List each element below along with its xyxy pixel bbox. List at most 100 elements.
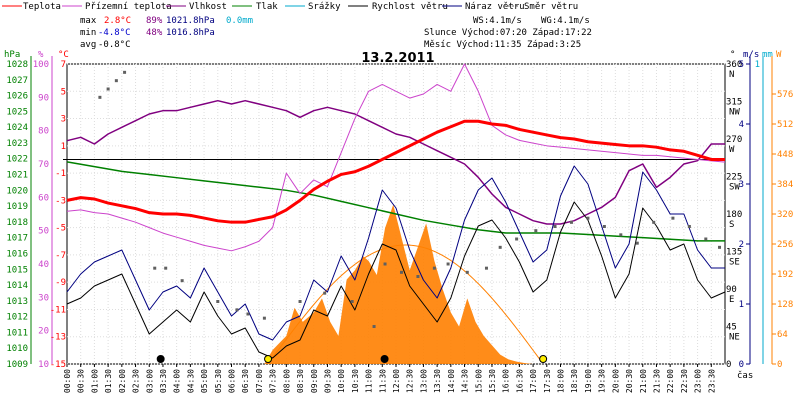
solar-tick-label: 0 (777, 360, 782, 370)
stats-block: max 2.8°C 89% 1021.8hPa 0.0mm min -4.8°C… (80, 16, 253, 50)
wind-dir-tick-label: 90 (726, 285, 737, 295)
stat-max-temp: 2.8°C (104, 16, 131, 26)
solar-tick-label: 320 (777, 210, 793, 220)
pressure-tick-label: 1014 (6, 281, 28, 291)
wind-direction-point (164, 266, 168, 270)
legend-label-tlak: Tlak (256, 2, 278, 12)
wind-dir-compass-label: N (729, 70, 734, 80)
wind-direction-point (635, 241, 639, 245)
x-tick-label: 12:30 (406, 369, 415, 393)
x-tick-label: 17:00 (529, 369, 538, 393)
humidity-tick-label: 70 (38, 160, 49, 170)
solar-tick-label: 192 (777, 270, 793, 280)
wind-direction-point (619, 233, 623, 237)
x-tick-label: 16:30 (515, 369, 524, 393)
stat-max-rain: 0.0mm (226, 16, 253, 26)
pressure-tick-label: 1009 (6, 360, 28, 370)
x-tick-label: 23:30 (707, 369, 716, 393)
temperature-tick-label: -15 (50, 360, 66, 370)
temperature-tick-label: -9 (55, 278, 66, 288)
x-tick-label: 21:30 (652, 369, 661, 393)
wind-direction-point (106, 87, 110, 91)
temperature-tick-label: -1 (55, 169, 66, 179)
x-tick-label: 03:00 (145, 369, 154, 393)
wind-direction-point (553, 225, 557, 228)
pressure-tick-label: 1025 (6, 107, 28, 117)
solar-tick-label: 512 (777, 120, 793, 130)
wind-dir-tick-label: 315 (726, 98, 742, 108)
x-tick-label: 15:00 (474, 369, 483, 393)
pressure-tick-label: 1011 (6, 328, 28, 338)
rain-tick-label: 1 (755, 60, 760, 70)
markers (156, 355, 548, 363)
sunset-marker (539, 355, 548, 363)
wind-dir-tick-label: 135 (726, 248, 742, 258)
pressure-tick-label: 1018 (6, 218, 28, 228)
wind-direction-point (153, 266, 157, 270)
x-tick-label: 07:30 (269, 369, 278, 393)
x-tick-label: 10:30 (351, 369, 360, 393)
stat-min-press: 1016.8hPa (166, 28, 215, 38)
legend-label-vlhkost: Vlhkost (189, 2, 227, 12)
wind-direction-point (383, 262, 387, 266)
x-tick-label: 07:00 (255, 369, 264, 393)
wind-direction-point (515, 237, 519, 241)
wind-direction-point (498, 245, 502, 249)
sun-elevation-curve (267, 244, 543, 365)
humidity-tick-label: 10 (38, 360, 49, 370)
x-tick-label: 20:00 (611, 369, 620, 393)
x-tick-label: 04:00 (173, 369, 182, 393)
temperature-tick-label: 7 (61, 60, 66, 70)
stat-avg-temp: -0.8°C (98, 40, 131, 50)
x-tick-label: 05:00 (200, 369, 209, 393)
x-tick-label: 02:30 (132, 369, 141, 393)
wind-direction-point (586, 216, 590, 220)
legend-label-srazky: Srážky (308, 2, 341, 12)
wind-dir-tick-label: 225 (726, 173, 742, 183)
wind-direction-point (262, 316, 266, 320)
humidity-axis-unit: % (38, 50, 44, 60)
x-tick-label: 23:00 (694, 369, 703, 393)
solar-tick-label: 64 (777, 330, 788, 340)
temperature-tick-label: 1 (61, 142, 66, 152)
wind-direction-point (98, 95, 102, 99)
x-tick-label: 10:00 (337, 369, 346, 393)
stat-min-hum: 48% (146, 28, 163, 38)
pressure-tick-label: 1024 (6, 123, 28, 133)
wind-direction-point (180, 279, 184, 283)
series-naraz-vetru (66, 165, 725, 341)
x-tick-label: 11:00 (365, 369, 374, 393)
series-layer (66, 63, 726, 365)
info-ws: WS:4.1m/s (473, 16, 522, 26)
x-tick-label: 12:00 (392, 369, 401, 393)
moonset-marker (156, 355, 165, 363)
wind-direction-point (323, 291, 327, 295)
wind-direction-point (484, 266, 488, 270)
x-tick-label: 19:00 (584, 369, 593, 393)
x-tick-label: 13:00 (419, 369, 428, 393)
series-prizemni-teplota (66, 63, 726, 252)
stat-max-press: 1021.8hPa (166, 16, 215, 26)
solar-tick-label: 128 (777, 300, 793, 310)
humidity-tick-label: 60 (38, 193, 49, 203)
stat-avg-label: avg (80, 40, 96, 50)
x-tick-label: 01:00 (90, 369, 99, 393)
wind-direction-point (114, 79, 118, 83)
x-tick-label: 03:30 (159, 369, 168, 393)
temperature-tick-label: -11 (50, 305, 66, 315)
wind-direction-point (718, 245, 722, 249)
x-tick-label: 08:00 (282, 369, 291, 393)
x-axis-label: čas (737, 370, 753, 381)
x-tick-label: 17:30 (543, 369, 552, 393)
pressure-tick-label: 1021 (6, 171, 28, 181)
x-tick-label: 14:30 (461, 369, 470, 393)
legend-label-rychlost-vetru: Rychlost větru (372, 2, 448, 12)
solar-radiation-area (264, 204, 542, 364)
x-tick-label: 06:00 (228, 369, 237, 393)
wind-dir-compass-label: E (729, 295, 734, 305)
wind-direction-point (465, 270, 469, 274)
pressure-tick-label: 1017 (6, 234, 28, 244)
x-tick-label: 21:00 (639, 369, 648, 393)
x-tick-label: 20:30 (625, 369, 634, 393)
